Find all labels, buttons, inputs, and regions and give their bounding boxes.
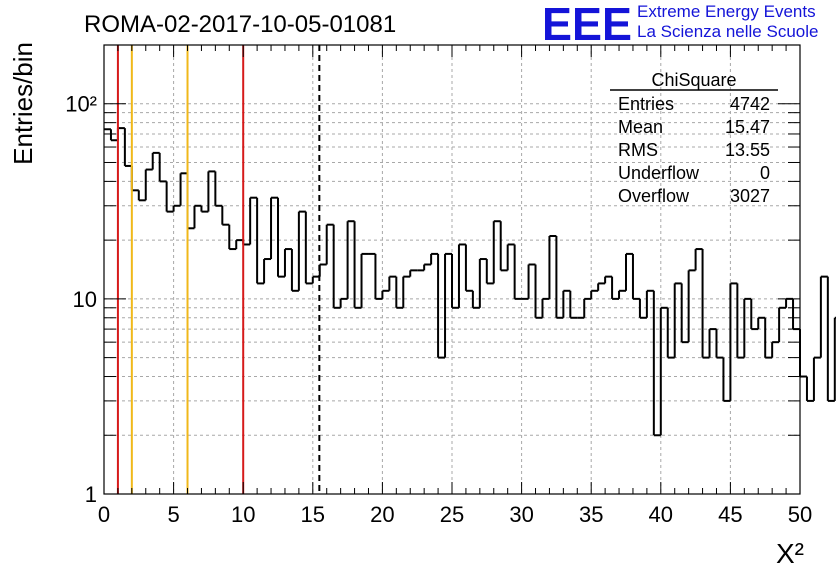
logo-text: EEE xyxy=(542,2,632,44)
y-tick-label: 10 xyxy=(73,287,97,312)
x-tick-label: 10 xyxy=(231,502,255,527)
x-tick-label: 25 xyxy=(440,502,464,527)
x-tick-label: 40 xyxy=(649,502,673,527)
x-axis-title: X² xyxy=(776,538,804,569)
y-tick-label: 10² xyxy=(65,92,97,117)
x-tick-label: 0 xyxy=(98,502,110,527)
logo-subtitle-line2: La Scienza nelle Scuole xyxy=(637,22,819,41)
chart-title: ROMA-02-2017-10-05-01081 xyxy=(84,11,396,38)
stats-value: 13.55 xyxy=(725,140,770,160)
stats-label: Entries xyxy=(618,94,674,114)
stats-value: 4742 xyxy=(730,94,770,114)
stats-label: Underflow xyxy=(618,163,700,183)
y-tick-label: 1 xyxy=(85,482,97,507)
logo-subtitle-line1: Extreme Energy Events xyxy=(637,2,816,21)
y-axis-title: Entries/bin xyxy=(8,42,38,165)
stats-value: 15.47 xyxy=(725,117,770,137)
eee-logo: EEE xyxy=(542,2,632,44)
x-tick-label: 35 xyxy=(579,502,603,527)
stats-label: Overflow xyxy=(618,186,690,206)
stats-label: Mean xyxy=(618,117,663,137)
x-tick-label: 20 xyxy=(370,502,394,527)
x-tick-label: 45 xyxy=(718,502,742,527)
stats-label: RMS xyxy=(618,140,658,160)
x-tick-label: 15 xyxy=(301,502,325,527)
x-tick-label: 5 xyxy=(167,502,179,527)
stats-title: ChiSquare xyxy=(651,70,736,90)
stats-value: 3027 xyxy=(730,186,770,206)
x-tick-label: 50 xyxy=(788,502,812,527)
x-tick-label: 30 xyxy=(509,502,533,527)
stats-value: 0 xyxy=(760,163,770,183)
